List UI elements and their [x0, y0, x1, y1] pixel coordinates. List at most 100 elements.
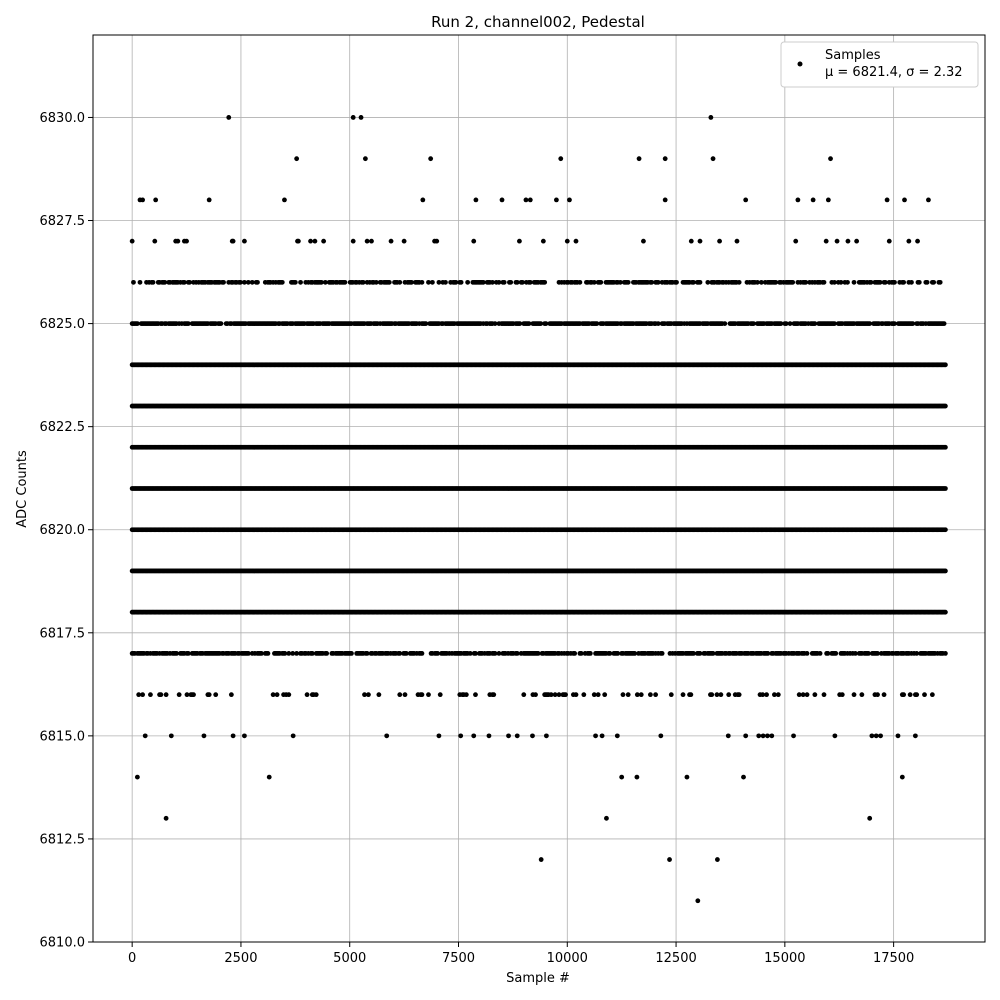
data-point — [577, 279, 583, 285]
data-point — [279, 279, 285, 285]
data-point — [937, 279, 943, 285]
data-point — [591, 279, 597, 285]
data-point — [758, 279, 764, 285]
data-point — [803, 279, 809, 285]
data-point — [625, 279, 631, 285]
data-point — [429, 279, 435, 285]
data-point — [187, 279, 192, 285]
data-point — [496, 279, 502, 285]
data-point — [542, 279, 548, 285]
data-point — [943, 444, 948, 450]
data-point — [867, 321, 873, 326]
data-point — [773, 279, 779, 285]
data-point — [790, 279, 796, 285]
data-point — [845, 279, 850, 285]
data-point — [238, 279, 243, 285]
data-points — [129, 115, 948, 904]
data-point — [458, 279, 464, 285]
data-point — [674, 279, 679, 285]
data-point — [924, 279, 930, 285]
data-point — [131, 279, 136, 285]
data-point — [319, 279, 324, 285]
data-point — [181, 279, 187, 285]
data-point — [520, 279, 525, 285]
data-point — [838, 279, 844, 285]
data-point — [538, 321, 544, 326]
data-point — [705, 279, 711, 285]
data-point — [943, 403, 948, 409]
data-point — [373, 279, 379, 285]
data-point — [851, 279, 857, 285]
data-point — [655, 279, 661, 285]
data-point — [386, 279, 392, 285]
data-point — [901, 279, 907, 285]
data-point — [892, 321, 897, 326]
data-point — [221, 279, 226, 285]
data-point — [508, 279, 514, 285]
data-point — [722, 321, 728, 326]
data-point — [736, 279, 742, 285]
data-point — [443, 279, 448, 285]
data-point — [514, 279, 520, 285]
chart-title: Run 2, channel002, Pedestal — [431, 13, 645, 31]
data-point — [526, 321, 532, 326]
data-point — [812, 321, 818, 326]
data-point — [517, 321, 523, 326]
data-point — [419, 279, 425, 285]
data-point — [868, 279, 874, 285]
data-point — [943, 527, 948, 533]
data-point — [492, 321, 498, 326]
data-point — [751, 321, 756, 326]
data-point — [436, 279, 442, 285]
data-point — [134, 321, 140, 326]
data-point — [292, 279, 298, 285]
data-point — [322, 279, 328, 285]
data-point — [655, 321, 661, 326]
data-point — [453, 279, 459, 285]
data-point — [821, 279, 827, 285]
data-point — [360, 279, 366, 285]
data-point — [249, 279, 255, 285]
data-point — [137, 279, 143, 285]
data-point — [594, 321, 600, 326]
data-point — [832, 279, 837, 285]
data-point — [943, 362, 948, 368]
data-point — [397, 279, 403, 285]
data-point — [409, 279, 414, 285]
data-point — [543, 321, 549, 326]
data-point — [527, 279, 533, 285]
data-point — [245, 279, 251, 285]
data-point — [783, 321, 789, 326]
data-point — [832, 321, 837, 326]
data-point — [916, 279, 922, 285]
data-point — [255, 279, 260, 285]
data-point — [185, 321, 191, 326]
data-point — [426, 279, 431, 285]
data-point — [892, 279, 897, 285]
data-point — [649, 279, 655, 285]
data-point — [941, 321, 947, 326]
data-point — [910, 321, 916, 326]
data-point — [697, 279, 703, 285]
data-point — [787, 321, 793, 326]
data-point — [218, 321, 224, 326]
data-point — [691, 279, 696, 285]
data-point — [150, 279, 156, 285]
data-point — [480, 279, 486, 285]
data-point — [501, 279, 507, 285]
data-point — [909, 279, 914, 285]
data-point — [598, 279, 604, 285]
data-point — [242, 279, 247, 285]
data-point — [342, 279, 348, 285]
data-point — [877, 279, 883, 285]
data-point — [617, 279, 623, 285]
data-point — [882, 279, 888, 285]
data-point — [943, 568, 948, 574]
data-point — [298, 279, 303, 285]
data-point — [490, 279, 495, 285]
data-point — [931, 279, 937, 285]
data-point — [465, 279, 471, 285]
data-point — [162, 279, 168, 285]
data-point — [943, 486, 948, 491]
